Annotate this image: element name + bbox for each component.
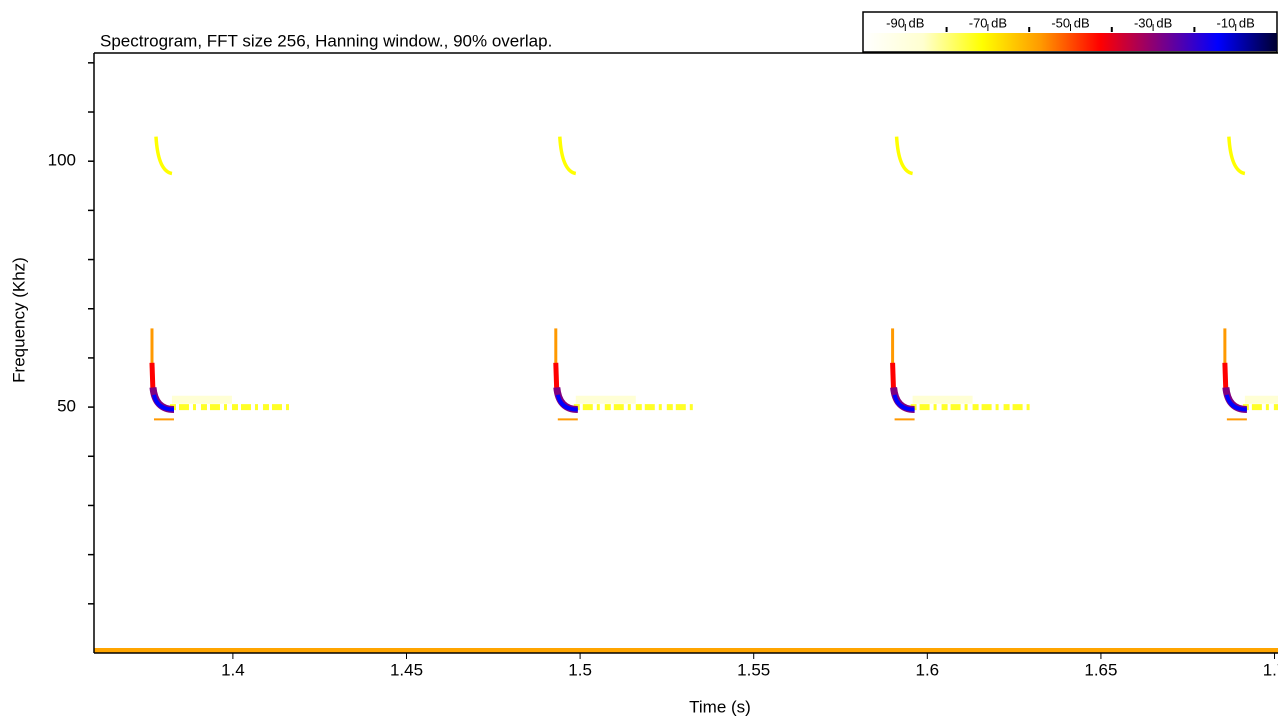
x-tick-label: 1.45 xyxy=(390,660,423,679)
x-tick-label: 1.65 xyxy=(1084,660,1117,679)
call-core xyxy=(1224,394,1247,412)
x-tick-label: 1.55 xyxy=(737,660,770,679)
call-harmonic xyxy=(558,136,577,176)
colorbar-tick-label: -90 dB xyxy=(886,15,924,30)
x-tick-label: 1.6 xyxy=(915,660,939,679)
call-harmonic xyxy=(154,136,173,176)
call-core xyxy=(892,394,915,412)
y-tick-label: 50 xyxy=(57,397,76,416)
call-sweep-mid xyxy=(149,362,156,393)
call xyxy=(1222,136,1278,421)
colorbar-tick-label: -30 dB xyxy=(1134,15,1172,30)
call xyxy=(890,136,1033,421)
x-axis-label: Time (s) xyxy=(689,697,751,716)
baseline-band xyxy=(94,648,1278,653)
call-harmonic xyxy=(1227,136,1246,176)
chart-title: Spectrogram, FFT size 256, Hanning windo… xyxy=(100,31,552,50)
call xyxy=(149,136,292,421)
colorbar-tick-label: -10 dB xyxy=(1217,15,1255,30)
colorbar-tick-label: -50 dB xyxy=(1051,15,1089,30)
colorbar-gradient xyxy=(864,33,1277,51)
call-core xyxy=(152,394,175,412)
call-sweep-mid xyxy=(553,362,560,393)
call-sweep-mid xyxy=(890,362,897,393)
call-harmonic xyxy=(894,136,914,176)
x-tick-label: 1.7 xyxy=(1263,660,1278,679)
y-axis-label: Frequency (Khz) xyxy=(9,257,28,383)
call-core xyxy=(555,394,578,412)
x-tick-label: 1.5 xyxy=(568,660,592,679)
colorbar-tick-label: -70 dB xyxy=(969,15,1007,30)
y-tick-label: 100 xyxy=(48,151,76,170)
call-sweep-mid xyxy=(1222,362,1229,393)
call xyxy=(553,136,696,421)
x-tick-label: 1.4 xyxy=(221,660,245,679)
